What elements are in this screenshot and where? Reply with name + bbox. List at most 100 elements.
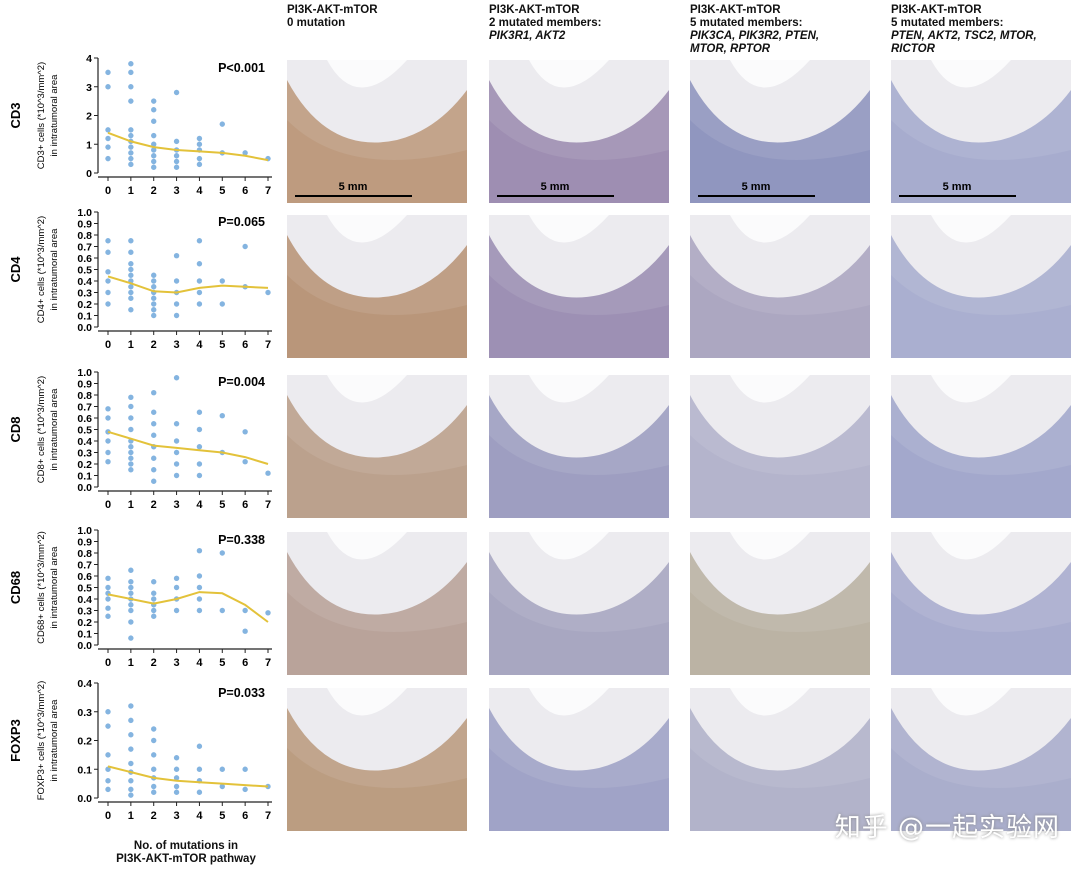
y-tick-label: 0.3	[77, 707, 92, 719]
data-point	[105, 144, 111, 150]
data-point	[128, 590, 134, 596]
data-point	[151, 613, 157, 619]
data-point	[219, 121, 225, 127]
y-tick-label: 0.1	[77, 311, 92, 323]
x-tick-label: 1	[128, 339, 134, 351]
x-tick-label: 4	[196, 657, 203, 669]
data-point	[128, 778, 134, 784]
y-axis-label: CD68+ cells (*10^3/mm^2)	[36, 531, 47, 644]
data-point	[196, 238, 203, 244]
data-point	[105, 459, 111, 465]
data-point	[128, 261, 134, 267]
data-point	[128, 760, 134, 767]
data-point	[128, 619, 134, 625]
data-point	[128, 69, 134, 76]
data-point	[151, 390, 157, 396]
histology-tile	[489, 375, 669, 518]
data-point	[128, 467, 134, 473]
data-point	[265, 610, 271, 616]
data-point	[105, 449, 111, 456]
data-point	[105, 289, 111, 296]
x-tick-label: 5	[219, 810, 225, 822]
trend-line	[107, 131, 269, 162]
data-point	[196, 426, 203, 433]
lumen	[529, 688, 609, 716]
data-point	[242, 607, 248, 614]
y-tick-label: 0.1	[77, 629, 92, 641]
data-point	[173, 421, 180, 427]
data-point	[128, 607, 134, 614]
histology-tile	[489, 215, 669, 358]
lumen	[529, 215, 609, 243]
data-point	[105, 709, 111, 715]
row-label: FOXP3	[8, 719, 23, 762]
x-tick-label: 0	[105, 810, 111, 822]
y-axis-label: CD4+ cells (*10^3/mm^2)	[36, 216, 47, 323]
x-tick-label: 2	[151, 810, 157, 822]
x-tick-label: 1	[128, 810, 134, 822]
p-value: P=0.065	[218, 215, 265, 229]
data-point	[128, 284, 134, 290]
data-point	[105, 613, 111, 619]
trend-line	[107, 765, 269, 788]
data-point	[196, 444, 203, 450]
lumen	[327, 688, 407, 716]
data-point	[219, 607, 225, 614]
data-point	[128, 161, 134, 168]
y-tick-label: 0.9	[77, 379, 92, 391]
data-point	[196, 766, 203, 772]
x-tick-label: 7	[265, 657, 271, 669]
data-point	[151, 98, 157, 104]
data-point	[219, 301, 225, 307]
data-point	[151, 153, 157, 159]
data-point	[105, 249, 111, 255]
tissue-region	[690, 235, 870, 358]
histology-tile	[287, 375, 467, 518]
histology-tile: 5 mm	[287, 60, 467, 203]
column-header-2: PI3K-AKT-mTOR 5 mutated members: PIK3CA, …	[690, 4, 820, 55]
scale-bar-label: 5 mm	[541, 181, 570, 193]
data-point	[128, 84, 134, 90]
x-tick-label: 0	[105, 657, 111, 669]
tissue-region	[489, 552, 669, 675]
x-tick-label: 2	[151, 185, 157, 197]
data-point	[151, 752, 157, 758]
data-point	[173, 766, 180, 772]
x-tick-label: 4	[196, 185, 203, 197]
histology-tile	[287, 532, 467, 675]
x-tick-label: 5	[219, 339, 225, 351]
column-header-3: PI3K-AKT-mTOR 5 mutated members: PTEN, AK…	[891, 4, 1037, 55]
data-point	[173, 755, 180, 761]
histology-tile	[891, 688, 1071, 831]
data-point	[173, 278, 180, 284]
data-point	[151, 301, 157, 307]
data-point	[173, 584, 180, 591]
x-tick-label: 3	[174, 810, 180, 822]
y-tick-label: 0.2	[77, 736, 92, 748]
y-tick-label: 0.5	[77, 425, 92, 437]
y-tick-label: 0.1	[77, 764, 92, 776]
data-point	[173, 575, 180, 581]
data-point	[128, 746, 134, 752]
data-point	[219, 783, 225, 790]
data-point	[128, 61, 134, 67]
tissue-region	[489, 235, 669, 358]
x-tick-label: 2	[151, 499, 157, 511]
histology-tile	[489, 688, 669, 831]
data-point	[105, 155, 111, 162]
watermark: 知乎 @一起实验网	[834, 813, 1060, 843]
lumen	[931, 688, 1011, 716]
lumen	[730, 532, 810, 560]
tissue-region	[690, 80, 870, 203]
data-point	[105, 269, 111, 275]
x-tick-label: 3	[174, 185, 180, 197]
data-point	[151, 579, 157, 585]
y-tick-label: 0.3	[77, 448, 92, 460]
data-point	[151, 107, 157, 113]
scatter-chart-cd8: 0.00.10.20.30.40.50.60.70.80.91.0 0 1 2 3 4 5 6…	[8, 367, 272, 511]
data-point	[196, 596, 203, 602]
tissue-region	[891, 235, 1071, 358]
data-point	[173, 153, 180, 159]
data-point	[105, 723, 111, 729]
data-point	[105, 406, 111, 412]
